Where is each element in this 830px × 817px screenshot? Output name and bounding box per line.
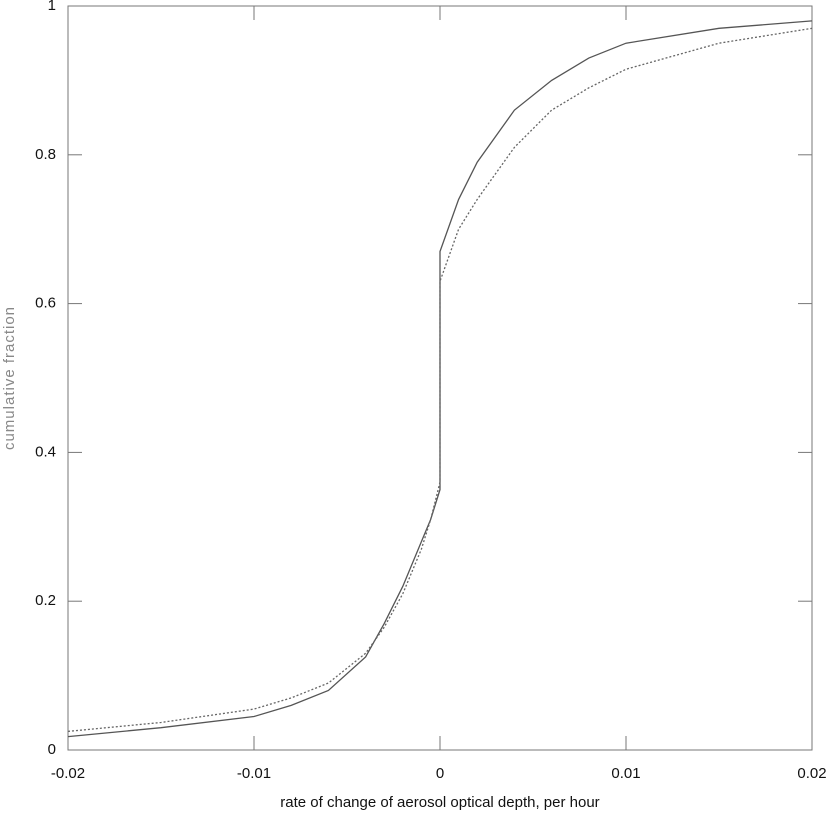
y-tick-label: 1 [48,0,56,14]
y-tick-label: 0 [48,741,56,758]
data-line [67,20,813,738]
x-axis-label: rate of change of aerosol optical depth,… [280,794,599,811]
x-tick-label: 0.01 [611,765,640,782]
x-tick-label: 0.02 [797,765,826,782]
y-axis-label: cumulative fraction [1,306,18,450]
y-tick-label: 0.4 [35,443,56,460]
y-tick-label: 0.8 [35,146,56,163]
y-tick-label: 0.2 [35,592,56,609]
x-tick-label: -0.02 [51,765,85,782]
y-tick-label: 0.6 [35,295,56,312]
x-tick-label: -0.01 [237,765,271,782]
data-line [67,27,813,733]
x-tick-label: 0 [436,765,444,782]
